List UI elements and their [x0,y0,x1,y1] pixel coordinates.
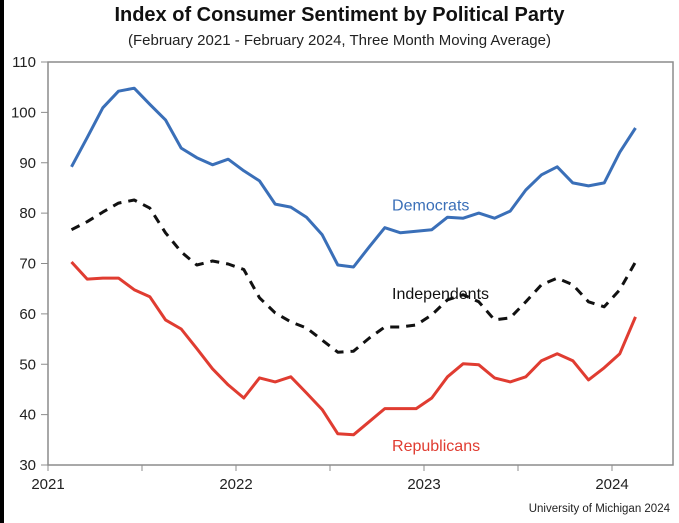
chart-title: Index of Consumer Sentiment by Political… [114,4,565,26]
series-line-democrats [70,86,637,269]
source-credit: University of Michigan 2024 [528,503,670,515]
series-label-republicans: Republicans [392,438,480,455]
y-tick-label: 80 [19,205,36,222]
series-line-independents [70,198,637,354]
x-tick-label: 2023 [407,476,440,493]
axes: 30 40 50 60 70 80 90 100 110 2021 2022 2023 2024 [11,54,674,493]
x-tick-label: 2022 [219,476,252,493]
series-label-independents: Independents [392,286,489,303]
y-tick-label: 110 [12,54,36,71]
left-border-bar [0,0,4,523]
y-tick-label: 40 [19,407,36,424]
chart-subtitle: (February 2021 - February 2024, Three Mo… [127,32,551,49]
series-labels: Democrats Independents Republicans [392,198,489,455]
series-label-democrats: Democrats [392,198,469,215]
y-tick-label: 100 [11,104,36,121]
plot-frame [47,61,674,466]
series-lines [70,86,637,437]
y-tick-label: 90 [19,155,36,172]
x-tick-label: 2021 [31,476,64,493]
y-tick-label: 60 [19,306,36,323]
y-tick-label: 30 [19,457,36,474]
y-tick-label: 70 [19,256,36,273]
x-tick-label: 2024 [595,476,628,493]
series-line-republicans [70,260,637,437]
y-tick-label: 50 [19,356,36,373]
